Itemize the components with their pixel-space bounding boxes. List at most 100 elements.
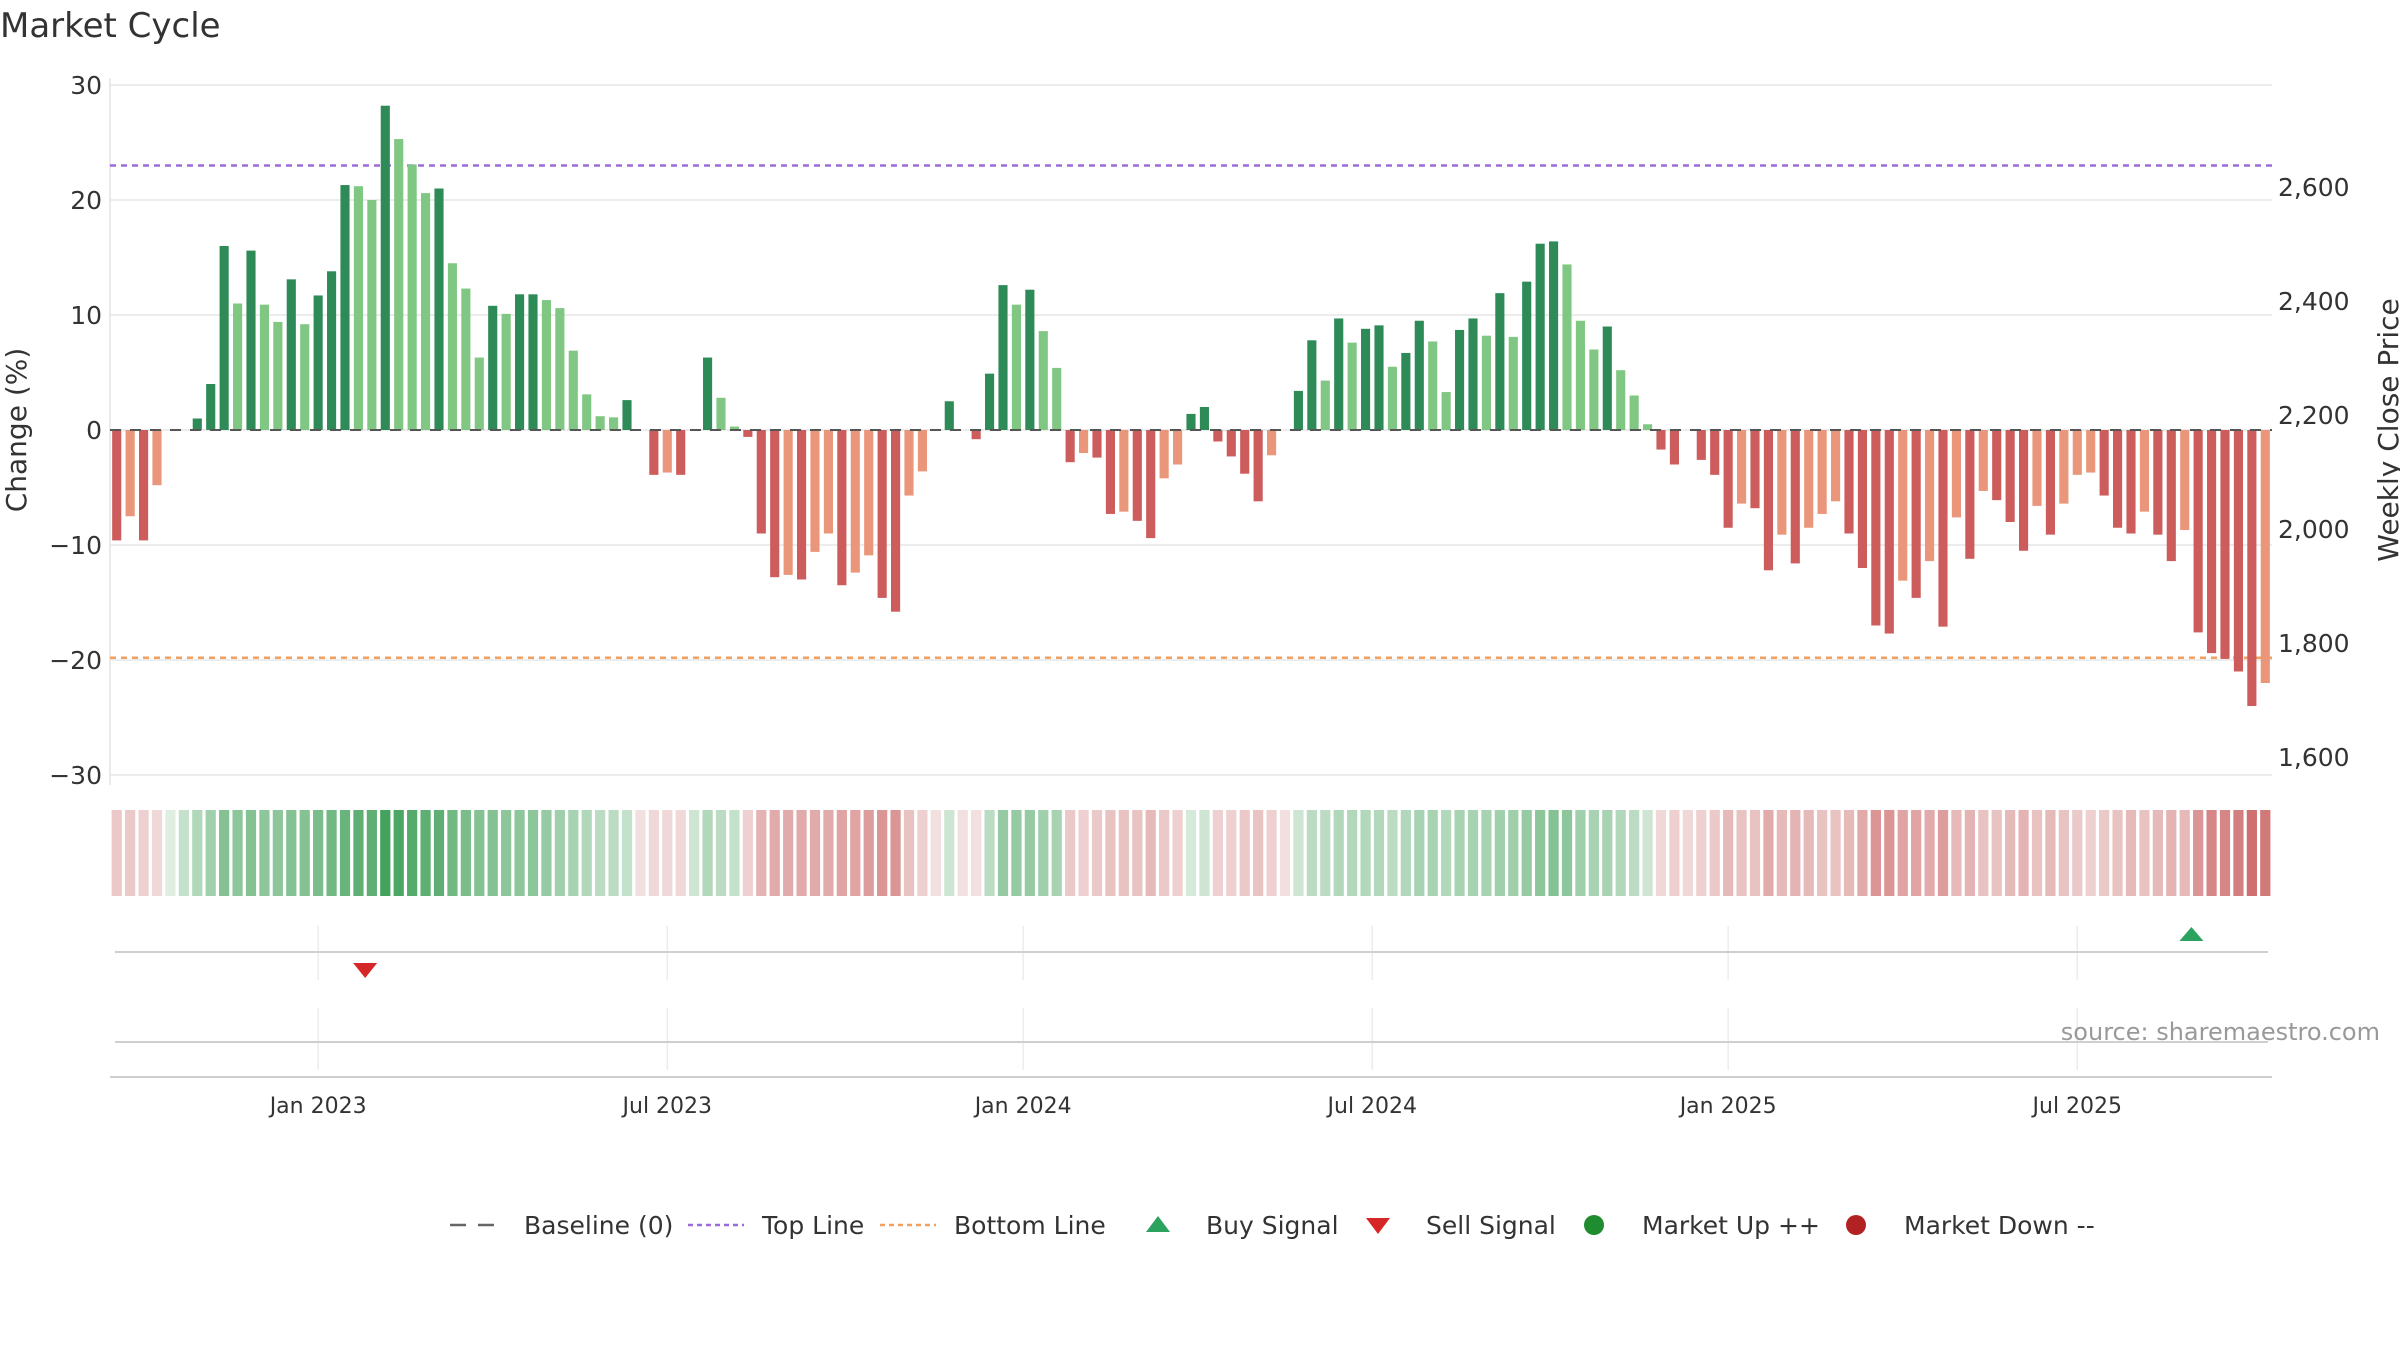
bar (125, 430, 135, 517)
bar (743, 430, 753, 437)
strip-cell (1360, 810, 1371, 896)
strip-cell (2045, 810, 2056, 896)
x-tick-label: Jul 2025 (2031, 1094, 2123, 1119)
strip-cell (1655, 810, 1667, 896)
legend-label: Top Line (761, 1211, 864, 1240)
strip-cell (1602, 810, 1613, 896)
bar (1522, 281, 1532, 430)
bar (971, 430, 981, 440)
strip-cell (2233, 810, 2244, 896)
bar (1119, 430, 1129, 512)
strip-cell (1212, 810, 1223, 896)
bar (595, 416, 605, 430)
strip-cell (1051, 810, 1062, 896)
strip-cell (1172, 810, 1183, 896)
strip-cell (621, 810, 633, 896)
strip-cell (1024, 810, 1035, 896)
strip-cell (245, 810, 257, 896)
strip-cell (1709, 810, 1720, 896)
bar (1038, 331, 1048, 430)
bar (474, 357, 484, 430)
bar (1267, 430, 1277, 456)
strip-cell (1548, 810, 1559, 896)
strip-cell (635, 810, 646, 896)
strip-cell (1333, 810, 1344, 896)
strip-cell (836, 810, 847, 896)
strip-cell (1857, 810, 1868, 896)
bar (2193, 430, 2203, 633)
bar (1777, 430, 1787, 535)
bar (1925, 430, 1935, 562)
strip-cell (581, 810, 592, 896)
bar (1871, 430, 1881, 626)
bar (2233, 430, 2243, 672)
strip-cell (1615, 810, 1626, 896)
legend-up-triangle-icon (1146, 1216, 1170, 1232)
strip-cell (1964, 810, 1975, 896)
legend-item: Buy Signal (1146, 1211, 1339, 1240)
bar (501, 313, 511, 430)
strip-cell (1776, 810, 1787, 896)
bar (1992, 430, 2002, 501)
y2-tick-label: 2,600 (2278, 173, 2350, 202)
y2-tick-label: 1,800 (2278, 629, 2350, 658)
strip-cell (527, 810, 539, 896)
bar (447, 263, 457, 430)
strip-cell (111, 810, 122, 896)
strip-cell (729, 810, 740, 896)
bar (1508, 336, 1518, 430)
strip-cell (1669, 810, 1680, 896)
strip-cell (809, 810, 821, 896)
bar (2072, 430, 2082, 475)
bar (1401, 352, 1411, 430)
strip-cell (1696, 810, 1707, 896)
bar (286, 279, 296, 430)
bar (864, 430, 874, 556)
bar (488, 305, 498, 430)
bar (676, 430, 686, 475)
y2-tick-label: 2,400 (2278, 287, 2350, 316)
bar (756, 430, 766, 534)
strip-cell (742, 810, 753, 896)
strip-cell (380, 810, 391, 896)
strip-cell (1400, 810, 1411, 896)
bar (2139, 430, 2149, 512)
y-axis-left-label: Change (%) (0, 348, 33, 513)
bar (1911, 430, 1921, 598)
x-tick-label: Jan 2025 (1678, 1094, 1777, 1119)
strip-cell (756, 810, 767, 896)
bar (2126, 430, 2136, 534)
bar (139, 430, 149, 541)
y2-tick-label: 2,200 (2278, 401, 2350, 430)
bar (622, 400, 632, 430)
bar (152, 430, 162, 486)
bar (944, 401, 954, 430)
bar (1817, 430, 1827, 514)
bar (1951, 430, 1961, 518)
y-tick-label: 10 (70, 301, 102, 330)
bar (2153, 430, 2163, 535)
strip-cell (2018, 810, 2029, 896)
strip-cell (877, 810, 888, 896)
strip-cell (2193, 810, 2204, 896)
strip-cell (1911, 810, 1922, 896)
bar (515, 294, 525, 430)
strip-cell (2031, 810, 2043, 896)
strip-cell (689, 810, 700, 896)
bar (1146, 430, 1156, 539)
strip-cell (1561, 810, 1573, 896)
strip-cell (595, 810, 606, 896)
strip-cell (407, 810, 418, 896)
bar (219, 246, 229, 430)
bar (1414, 320, 1424, 430)
bar (1696, 430, 1706, 460)
bar (367, 200, 377, 430)
strip-cell (1414, 810, 1425, 896)
strip-cell (1481, 810, 1492, 896)
strip-cell (2072, 810, 2083, 896)
legend-label: Bottom Line (954, 1211, 1106, 1240)
strip-cell (984, 810, 995, 896)
strip-cell (1817, 810, 1828, 896)
bar (2113, 430, 2123, 528)
strip-cell (1508, 810, 1519, 896)
